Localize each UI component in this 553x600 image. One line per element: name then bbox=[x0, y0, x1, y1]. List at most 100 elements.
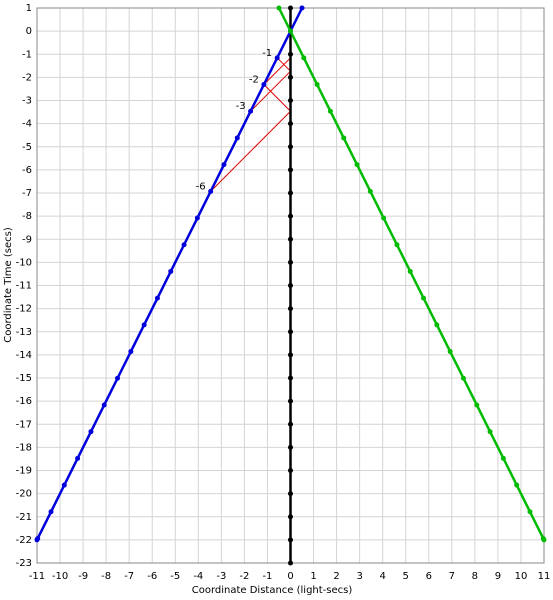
event-dot bbox=[474, 402, 480, 408]
event-dot bbox=[299, 5, 305, 11]
event-dot bbox=[341, 135, 347, 141]
event-dot bbox=[314, 82, 320, 88]
event-dot bbox=[248, 108, 254, 114]
y-tick-label: -22 bbox=[16, 535, 32, 546]
event-dot bbox=[447, 349, 453, 355]
event-dot bbox=[61, 482, 67, 488]
x-tick-label: -4 bbox=[193, 571, 203, 582]
event-dot bbox=[288, 491, 293, 497]
y-tick-label: -12 bbox=[16, 304, 32, 315]
light-signal bbox=[210, 110, 291, 192]
event-dot bbox=[288, 144, 293, 150]
x-tick-label: 2 bbox=[333, 571, 339, 582]
y-tick-label: -11 bbox=[16, 281, 32, 292]
event-dot bbox=[288, 190, 293, 196]
x-tick-label: -10 bbox=[52, 571, 68, 582]
x-tick-label: -2 bbox=[239, 571, 249, 582]
event-dot bbox=[276, 5, 282, 11]
light-signal bbox=[263, 57, 291, 85]
y-tick-label: -23 bbox=[16, 558, 32, 569]
y-tick-label: -3 bbox=[22, 96, 32, 107]
y-tick-label: -8 bbox=[22, 211, 32, 222]
x-tick-label: -6 bbox=[147, 571, 157, 582]
event-dot bbox=[288, 236, 293, 242]
x-tick-label: 8 bbox=[472, 571, 478, 582]
y-tick-label: -17 bbox=[16, 419, 32, 430]
event-dot bbox=[154, 295, 160, 301]
event-dot bbox=[288, 98, 293, 103]
event-dot bbox=[101, 402, 107, 408]
y-tick-label: -2 bbox=[22, 72, 32, 83]
event-dot bbox=[34, 537, 40, 543]
event-dot bbox=[288, 352, 293, 358]
x-tick-label: 10 bbox=[515, 571, 528, 582]
x-tick-label: -8 bbox=[101, 571, 111, 582]
light-signal bbox=[263, 84, 291, 112]
x-tick-label: 6 bbox=[426, 571, 432, 582]
event-dot bbox=[381, 215, 387, 221]
event-dot bbox=[288, 306, 293, 312]
y-axis-label: Coordinate Time (secs) bbox=[3, 227, 14, 343]
event-dot bbox=[288, 329, 293, 335]
event-dot bbox=[221, 162, 227, 168]
event-dot bbox=[354, 162, 360, 168]
y-tick-label: -20 bbox=[16, 489, 32, 500]
x-tick-label: 0 bbox=[287, 571, 293, 582]
y-tick-label: -7 bbox=[22, 188, 32, 199]
event-dot bbox=[168, 268, 174, 274]
event-dot bbox=[208, 188, 214, 194]
x-tick-label: 4 bbox=[379, 571, 385, 582]
x-tick-label: 5 bbox=[403, 571, 409, 582]
event-label: -6 bbox=[196, 181, 206, 192]
event-dot bbox=[487, 429, 493, 435]
y-tick-label: -18 bbox=[16, 442, 32, 453]
event-dot bbox=[234, 135, 240, 141]
x-axis-label: Coordinate Distance (light-secs) bbox=[192, 585, 353, 596]
x-tick-label: -3 bbox=[216, 571, 226, 582]
y-tick-label: -6 bbox=[22, 165, 32, 176]
y-tick-label: -13 bbox=[16, 327, 32, 338]
x-tick-label: -7 bbox=[124, 571, 134, 582]
event-dot bbox=[288, 259, 293, 265]
y-tick-label: -15 bbox=[16, 373, 32, 384]
event-dot bbox=[181, 242, 187, 248]
event-dot bbox=[288, 28, 293, 34]
y-tick-label: -1 bbox=[22, 49, 32, 60]
event-dot bbox=[288, 514, 293, 520]
event-dot bbox=[460, 375, 466, 381]
event-dot bbox=[288, 560, 293, 566]
event-dot bbox=[274, 55, 280, 61]
event-dot bbox=[407, 268, 413, 274]
x-tick-label: -1 bbox=[262, 571, 272, 582]
x-tick-label: 7 bbox=[449, 571, 455, 582]
event-dot bbox=[434, 322, 440, 328]
y-tick-label: -10 bbox=[16, 257, 32, 268]
event-dot bbox=[288, 167, 293, 173]
event-dot bbox=[541, 537, 547, 543]
worldline bbox=[35, 7, 304, 541]
event-dot bbox=[288, 421, 293, 427]
event-dot bbox=[500, 455, 506, 461]
event-label: -1 bbox=[262, 48, 272, 59]
event-dot bbox=[141, 322, 147, 328]
y-tick-label: -19 bbox=[16, 466, 32, 477]
event-dot bbox=[288, 74, 293, 80]
x-tick-label: -5 bbox=[170, 571, 180, 582]
y-tick-label: -5 bbox=[22, 142, 32, 153]
x-tick-label: 1 bbox=[310, 571, 316, 582]
event-label: -2 bbox=[249, 75, 259, 86]
event-dot bbox=[75, 455, 81, 461]
event-dot bbox=[288, 537, 293, 543]
event-dot bbox=[288, 375, 293, 381]
light-signal bbox=[250, 70, 291, 112]
x-tick-label: 9 bbox=[495, 571, 501, 582]
event-dot bbox=[288, 213, 293, 219]
event-dot bbox=[194, 215, 200, 221]
event-dot bbox=[367, 188, 373, 194]
event-dot bbox=[261, 82, 267, 88]
event-dot bbox=[327, 108, 333, 114]
x-tick-label: -11 bbox=[29, 571, 45, 582]
event-dot bbox=[88, 429, 94, 435]
x-tick-label: 11 bbox=[538, 571, 551, 582]
